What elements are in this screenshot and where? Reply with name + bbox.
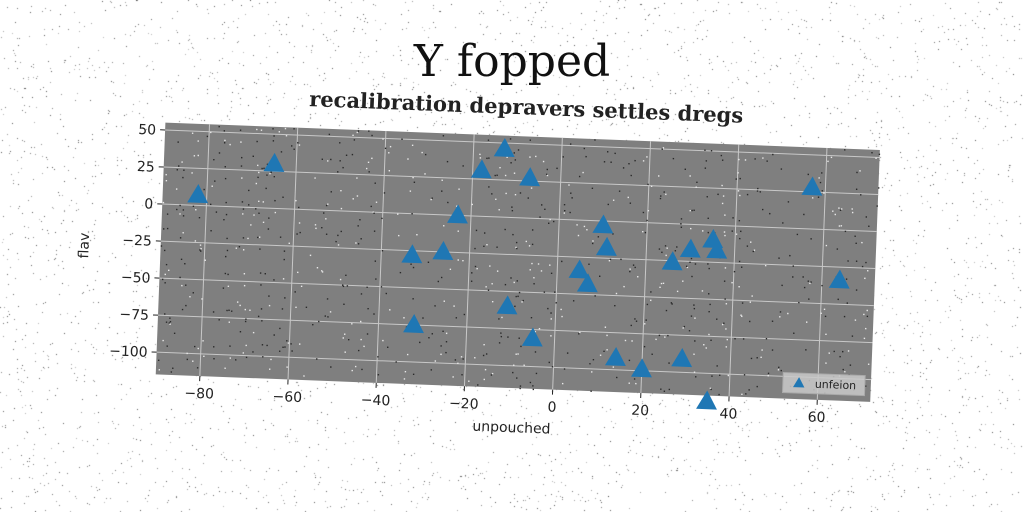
y-tick-label: −75 — [119, 307, 149, 324]
y-axis-ticks: 50 25 0 −25 −50 −75 −100 — [109, 121, 166, 361]
x-tick-label: −60 — [272, 389, 302, 406]
plot-area — [156, 123, 880, 402]
x-tick-label: −20 — [449, 396, 479, 413]
legend-label: unfeion — [815, 378, 857, 393]
legend: unfeion — [782, 372, 865, 395]
y-axis-label: flav — [76, 232, 93, 258]
y-tick-label: 25 — [137, 159, 155, 176]
x-axis-label: unpouched — [472, 419, 551, 438]
x-tick-label: 0 — [547, 399, 557, 415]
y-tick-label: −100 — [109, 343, 148, 360]
y-tick-label: −25 — [122, 233, 152, 250]
x-tick-label: 60 — [807, 409, 825, 426]
x-tick-label: −40 — [360, 392, 390, 409]
x-tick-label: 20 — [631, 403, 649, 420]
y-tick-label: −50 — [121, 270, 151, 287]
x-tick-label: 40 — [719, 406, 737, 423]
y-tick-label: 50 — [138, 122, 156, 139]
x-tick-label: −80 — [184, 386, 214, 403]
y-tick-label: 0 — [144, 196, 154, 212]
